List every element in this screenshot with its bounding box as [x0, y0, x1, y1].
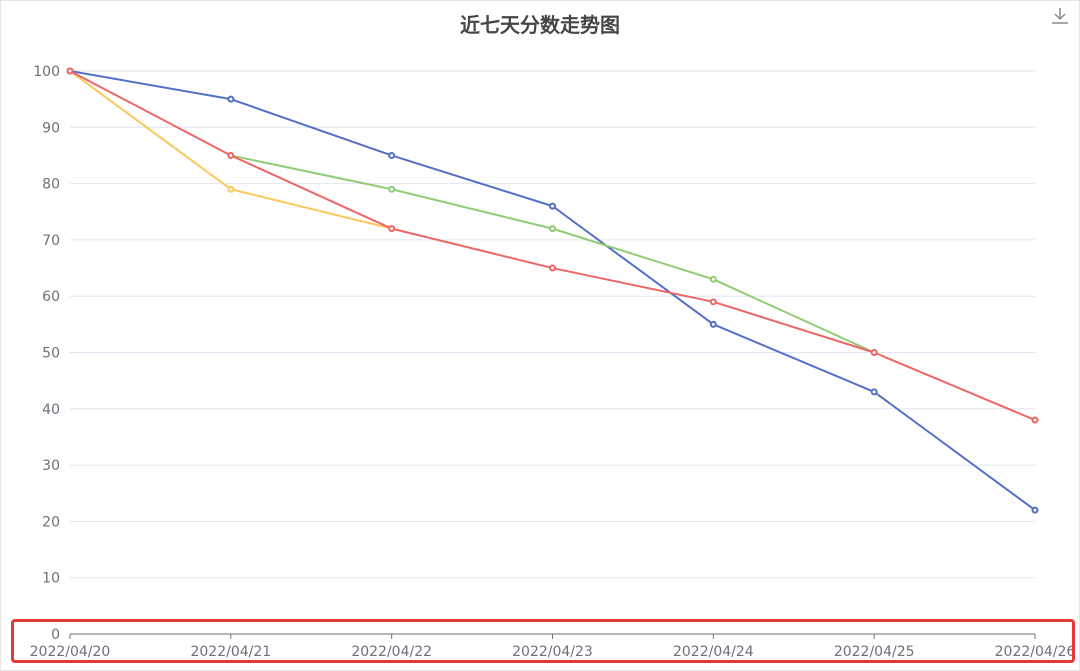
y-axis: 0 10 20 30 40 50 60 70 80 90 100 — [33, 64, 60, 643]
x-tick-label: 2022/04/26 — [995, 644, 1076, 660]
x-tick-label: 2022/04/25 — [834, 644, 915, 660]
x-tick-label: 2022/04/24 — [673, 644, 754, 660]
y-tick-label: 0 — [51, 627, 60, 643]
y-tick-label: 30 — [42, 458, 60, 474]
data-point[interactable] — [549, 225, 556, 233]
y-tick-label: 10 — [42, 571, 60, 587]
y-tick-label: 40 — [42, 402, 60, 418]
x-axis-highlight-box — [11, 619, 1075, 663]
data-point[interactable] — [66, 67, 74, 75]
data-point[interactable] — [549, 264, 556, 272]
y-tick-label: 90 — [42, 120, 60, 136]
download-icon-glyph — [1052, 8, 1068, 24]
x-axis: 2022/04/20 2022/04/21 2022/04/22 2022/04/23… — [30, 633, 1076, 660]
data-point[interactable] — [709, 320, 717, 328]
x-tick-label: 2022/04/22 — [351, 644, 432, 660]
data-point[interactable] — [388, 151, 396, 159]
x-tick-label: 2022/04/21 — [190, 644, 271, 660]
data-point[interactable] — [870, 388, 878, 396]
series-line — [69, 70, 1036, 511]
x-tick-label: 2022/04/23 — [512, 644, 593, 660]
download-icon[interactable] — [1050, 6, 1070, 26]
data-point[interactable] — [709, 298, 717, 306]
data-point[interactable] — [870, 349, 878, 356]
data-point[interactable] — [1031, 416, 1039, 424]
y-tick-label: 20 — [42, 514, 60, 530]
series-line — [69, 70, 1036, 421]
data-point[interactable] — [1031, 506, 1039, 514]
y-tick-label: 80 — [42, 177, 60, 193]
data-point[interactable] — [388, 225, 396, 233]
y-tick-label: 70 — [42, 233, 60, 249]
data-point[interactable] — [227, 151, 235, 159]
data-point[interactable] — [227, 95, 235, 103]
y-tick-label: 50 — [42, 346, 60, 362]
y-tick-label: 60 — [42, 289, 60, 305]
data-point[interactable] — [388, 185, 396, 193]
series-line — [69, 70, 392, 230]
y-tick-label: 100 — [33, 64, 60, 80]
data-point[interactable] — [549, 202, 556, 210]
x-tick-label: 2022/04/20 — [30, 644, 111, 660]
series-layer — [66, 67, 1039, 514]
data-point[interactable] — [709, 275, 717, 283]
chart-title: 近七天分数走势图 — [460, 13, 620, 37]
data-point[interactable] — [227, 185, 235, 193]
